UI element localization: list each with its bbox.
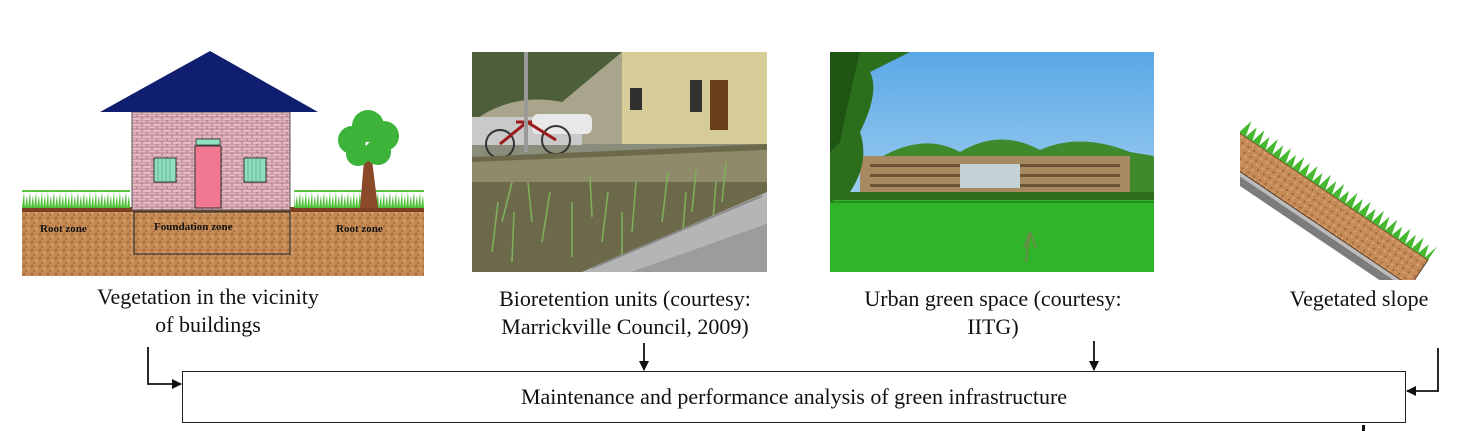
caption-bioretention: Bioretention units (courtesy: Marrickvil… — [455, 285, 795, 341]
urban-green-photo — [830, 52, 1154, 272]
soil-layer — [22, 210, 424, 276]
slope-illustration — [1240, 121, 1438, 280]
arrow-buildings — [147, 347, 182, 389]
label-foundation-zone: Foundation zone — [154, 221, 233, 233]
maintenance-analysis-label: Maintenance and performance analysis of … — [520, 384, 1068, 409]
tree-canopy — [338, 110, 399, 166]
slope-grass — [1240, 121, 1438, 260]
tree-trunk — [360, 160, 378, 208]
caption-buildings-line-2: of buildings — [155, 312, 261, 337]
bioretention-photo — [472, 52, 767, 272]
label-root-zone-right: Root zone — [336, 223, 383, 235]
caption-urban-green-line-2: IITG) — [967, 314, 1019, 339]
lawn — [830, 200, 1154, 272]
maintenance-analysis-box: Maintenance and performance analysis of … — [182, 371, 1406, 423]
buildings-illustration: Root zone Foundation zone Root zone — [22, 51, 424, 276]
slope-base — [1240, 162, 1408, 280]
caption-urban-green-line-1: Urban green space (courtesy: — [864, 286, 1122, 311]
caption-slope: Vegetated slope — [1262, 285, 1456, 313]
caption-slope-line-1: Vegetated slope — [1289, 286, 1429, 311]
grass-left — [22, 190, 130, 208]
roof — [100, 51, 318, 112]
grass-right — [294, 190, 424, 208]
window-left — [153, 157, 177, 183]
caption-urban-green: Urban green space (courtesy: IITG) — [818, 285, 1168, 341]
arrow-slope — [1406, 348, 1439, 396]
door — [194, 145, 222, 209]
foundation-outline — [133, 211, 291, 255]
caption-buildings-line-1: Vegetation in the vicinity — [97, 284, 319, 309]
caption-buildings: Vegetation in the vicinity of buildings — [22, 283, 394, 339]
caption-bioretention-line-1: Bioretention units (courtesy: — [499, 286, 751, 311]
label-root-zone-left: Root zone — [40, 223, 87, 235]
window-right — [243, 157, 267, 183]
caption-bioretention-line-2: Marrickville Council, 2009) — [501, 314, 749, 339]
